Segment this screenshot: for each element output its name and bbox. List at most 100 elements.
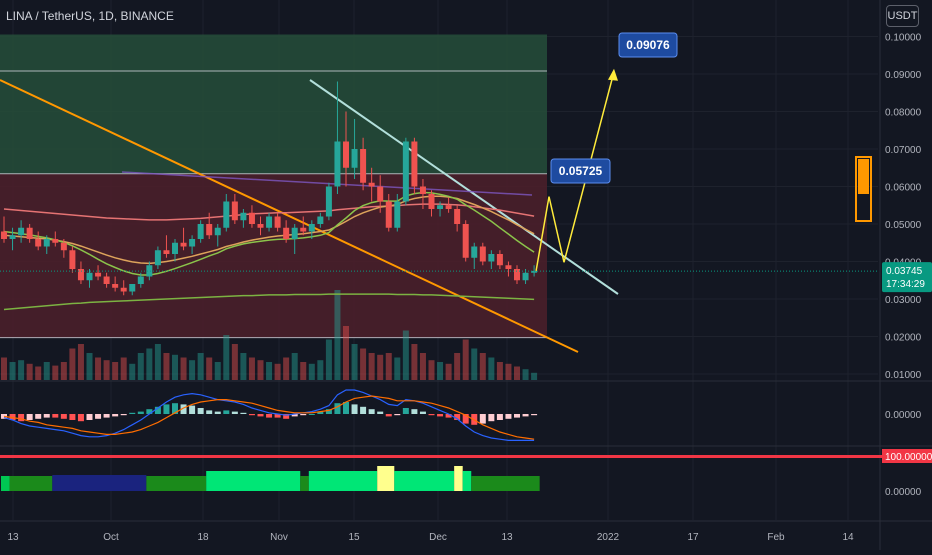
candle-body [95,272,102,277]
macd-bar [103,414,110,418]
volume-bar [86,353,93,380]
candle-body [343,141,349,168]
oscillator-band [146,476,207,491]
volume-bar [112,362,119,380]
candle-body [300,227,307,232]
candle-body [531,270,538,273]
volume-bar [496,362,503,380]
candle [189,235,196,254]
candle [129,284,136,296]
macd-bar [402,408,409,414]
candle-body [394,201,401,228]
volume-bar [60,362,67,380]
candle-body [445,205,452,209]
macd-bar [351,404,358,414]
volume-bar [411,344,418,380]
candle [197,220,204,243]
oscillator-band [454,466,463,491]
annotation-box [550,158,611,184]
candle-body [385,201,392,228]
volume-bar [69,348,76,380]
annotation-box [618,32,678,58]
volume-bar [52,365,59,380]
macd-bar [197,408,204,414]
candle-body [368,182,375,187]
orange-trendline [0,79,579,353]
candle [1,216,7,243]
y-tick-label: 0.08000 [885,108,922,119]
volume-bar [248,357,255,380]
volume-bar [394,357,401,380]
candle-body [496,254,503,266]
signal-line [3,395,535,440]
volume-bar [531,372,538,380]
y-tick-label: 0.01000 [885,370,922,381]
candle-body [214,227,221,236]
candle [180,227,187,251]
macd-bar [214,411,221,414]
candle [394,194,401,232]
x-tick-label: 18 [197,532,209,543]
volume-bars [1,290,538,380]
last-price-tag [882,262,932,293]
candle-body [283,227,290,239]
volume-bar [402,330,409,380]
macd-bar [35,414,42,419]
candle-body [454,209,461,224]
volume-bar [266,362,273,380]
x-tick-label: 17 [687,532,699,543]
symbol-title[interactable]: LINA / TetherUS, 1D, BINANCE [6,9,174,23]
candle-body [223,201,230,228]
indicator-fill [858,159,869,194]
candle-body [172,242,178,254]
annotation-label[interactable]: 0.09076 [618,32,678,58]
macd-bar [479,414,486,424]
y-tick-label: 0.02000 [885,333,922,344]
oscillator-band [300,476,309,491]
macd-bar [240,412,247,414]
purple-trendline [121,171,533,196]
macd-bar [385,414,392,417]
volume-bar [437,362,444,380]
macd-bar [368,409,375,414]
macd-bar [95,414,102,419]
candle-body [248,212,255,224]
candle [26,224,33,243]
volume-bar [274,363,281,380]
candle [402,137,409,206]
volume-bar [35,366,42,380]
volume-bar [317,360,324,380]
candle-body [291,227,298,239]
candle [419,179,426,209]
candle-body [488,254,495,262]
macd-bar [496,414,503,420]
candle-body [35,239,42,247]
volume-bar [240,353,247,380]
oscillator-band [471,476,540,491]
macd-bar [137,411,144,414]
candle-body [240,212,247,221]
macd-line [3,389,535,441]
macd-bar [308,414,315,415]
candle-body [325,186,332,217]
x-tick-label: Dec [429,532,447,543]
candle [291,224,298,254]
volume-bar [137,353,144,380]
candle [69,246,76,273]
candle-body [377,186,384,202]
macd-bar [411,409,418,414]
candle-body [103,276,110,284]
currency-button[interactable]: USDT [886,5,919,27]
annotation-label[interactable]: 0.05725 [550,158,611,184]
candle [505,261,512,277]
candle [308,220,315,239]
ma-green [3,191,535,276]
candle [300,216,307,236]
macd-bar [462,414,469,424]
volume-bar [505,363,512,380]
oscillator-band [308,471,378,491]
candle [112,276,119,292]
candle-body [180,242,187,247]
candle [248,205,255,228]
